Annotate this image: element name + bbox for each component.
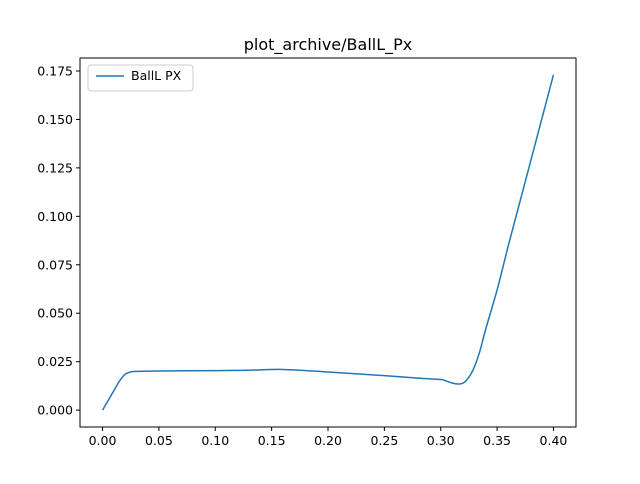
y-tick-label: 0.175 (37, 63, 73, 78)
y-tick-label: 0.050 (37, 306, 73, 321)
y-tick-label: 0.100 (37, 209, 73, 224)
y-tick-label: 0.125 (37, 160, 73, 175)
y-axis-ticks: 0.000 0.025 0.050 0.075 0.100 0.125 0.150 0.175 (37, 63, 80, 418)
x-tick-label: 0.05 (145, 433, 173, 448)
legend-box (87, 64, 194, 92)
chart-title: plot_archive/BallL_Px (244, 35, 412, 55)
x-tick-label: 0.10 (201, 433, 229, 448)
x-tick-label: 0.25 (370, 433, 398, 448)
series-line (101, 74, 555, 411)
y-tick-label: 0.025 (37, 354, 73, 369)
series-layer (101, 74, 555, 411)
x-tick-label: 0.20 (314, 433, 342, 448)
y-tick-label: 0.150 (37, 112, 73, 127)
x-tick-label: 0.30 (427, 433, 455, 448)
x-axis-ticks: 0.00 0.05 0.10 0.15 0.20 0.25 0.30 0.35 0.40 (89, 427, 568, 448)
y-tick-label: 0.000 (37, 403, 73, 418)
y-tick-label: 0.075 (37, 257, 73, 272)
x-tick-label: 0.15 (258, 433, 286, 448)
x-tick-label: 0.40 (540, 433, 568, 448)
legend: BallL PX (87, 64, 194, 92)
x-tick-label: 0.35 (483, 433, 511, 448)
legend-label: BallL PX (131, 68, 182, 83)
x-tick-label: 0.00 (89, 433, 117, 448)
